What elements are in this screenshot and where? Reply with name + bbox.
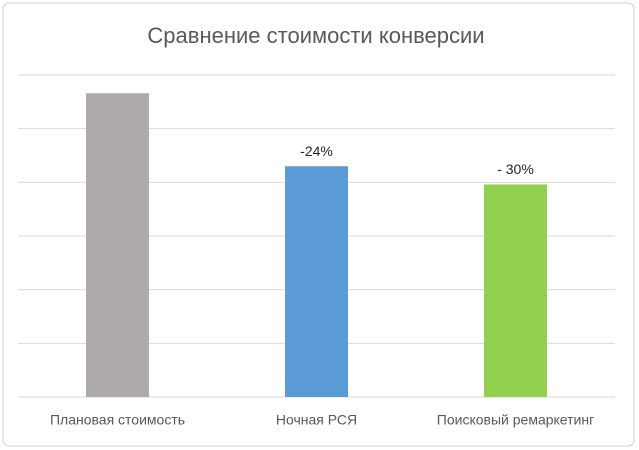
bar-label: -24% (300, 143, 333, 159)
bar-label: - 30% (497, 161, 534, 177)
bar (285, 166, 348, 397)
x-tick-label: Ночная РСЯ (276, 412, 357, 428)
bar (86, 93, 149, 397)
x-tick-label: Плановая стоимость (50, 412, 185, 428)
x-tick-label: Поисковый ремаркетинг (437, 412, 594, 428)
chart-title: Сравнение стоимости конверсии (147, 23, 484, 48)
bar (484, 184, 547, 397)
